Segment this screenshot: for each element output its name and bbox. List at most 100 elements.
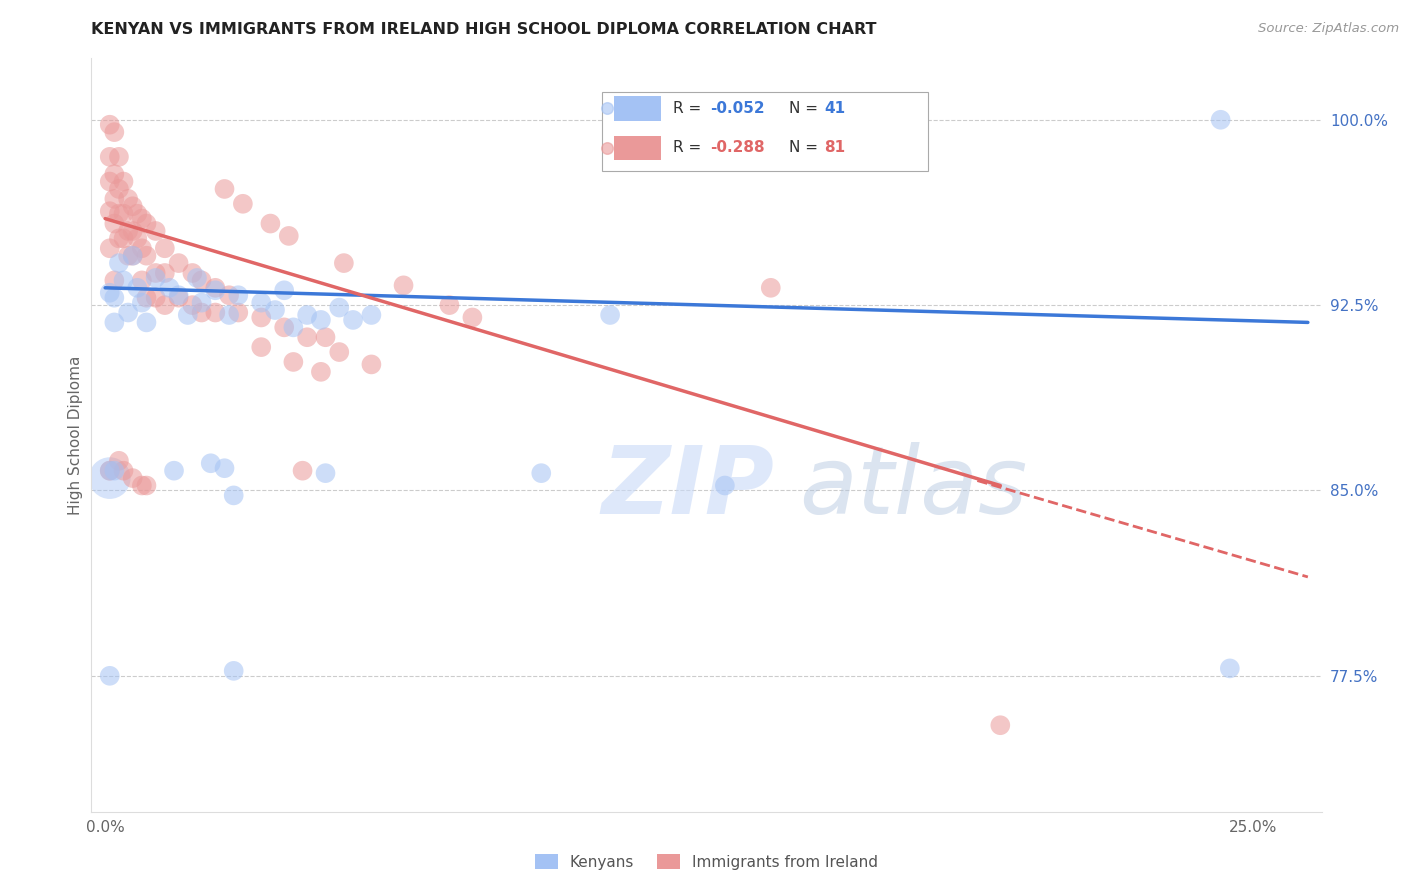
Point xyxy=(328,301,350,315)
FancyBboxPatch shape xyxy=(614,136,661,160)
Point xyxy=(131,295,153,310)
Point xyxy=(1219,661,1241,675)
Point xyxy=(360,308,382,322)
Point xyxy=(599,308,621,322)
Point xyxy=(127,207,149,221)
Point xyxy=(131,273,153,287)
Point xyxy=(530,466,553,480)
Point xyxy=(108,207,131,221)
Point xyxy=(108,182,131,196)
Point xyxy=(108,150,131,164)
Point xyxy=(392,278,415,293)
Point xyxy=(204,281,226,295)
Legend: Kenyans, Immigrants from Ireland: Kenyans, Immigrants from Ireland xyxy=(529,847,884,876)
Point xyxy=(214,182,236,196)
Point xyxy=(121,471,143,485)
Point xyxy=(232,196,254,211)
Y-axis label: High School Diploma: High School Diploma xyxy=(67,355,83,515)
Point xyxy=(98,471,121,485)
Point xyxy=(177,308,200,322)
Point xyxy=(218,288,240,302)
Point xyxy=(98,669,121,683)
Point xyxy=(135,315,157,329)
Point xyxy=(98,241,121,255)
Text: KENYAN VS IMMIGRANTS FROM IRELAND HIGH SCHOOL DIPLOMA CORRELATION CHART: KENYAN VS IMMIGRANTS FROM IRELAND HIGH S… xyxy=(91,22,877,37)
Point xyxy=(103,315,125,329)
Point xyxy=(103,291,125,305)
Point xyxy=(98,464,121,478)
Point xyxy=(163,464,186,478)
Point xyxy=(121,224,143,238)
Point xyxy=(112,464,135,478)
Point xyxy=(250,295,273,310)
Point xyxy=(98,464,121,478)
Point xyxy=(117,192,139,206)
Text: atlas: atlas xyxy=(799,442,1026,533)
Point xyxy=(190,273,212,287)
Point xyxy=(98,204,121,219)
Point xyxy=(222,488,245,502)
Point xyxy=(145,271,167,285)
Point xyxy=(167,288,190,302)
Point xyxy=(714,478,737,492)
Point xyxy=(1209,112,1232,127)
Point xyxy=(273,320,295,334)
Point xyxy=(103,217,125,231)
Point xyxy=(131,211,153,226)
Point xyxy=(98,175,121,189)
Point xyxy=(153,298,176,312)
Point xyxy=(108,454,131,468)
Point xyxy=(218,308,240,322)
Point xyxy=(360,358,382,372)
Point xyxy=(181,266,204,280)
Point xyxy=(309,313,332,327)
Point xyxy=(186,271,208,285)
Point xyxy=(315,330,337,344)
Point xyxy=(461,310,484,325)
Point xyxy=(222,664,245,678)
Point xyxy=(204,305,226,319)
Point xyxy=(181,298,204,312)
Point xyxy=(277,228,299,243)
Point xyxy=(112,273,135,287)
Point xyxy=(214,461,236,475)
Point xyxy=(131,241,153,255)
Point xyxy=(328,345,350,359)
Point xyxy=(135,217,157,231)
Text: N =: N = xyxy=(789,101,823,116)
Point xyxy=(190,305,212,319)
Point xyxy=(103,464,125,478)
Point xyxy=(112,207,135,221)
Point xyxy=(273,283,295,297)
Point xyxy=(159,281,181,295)
Point xyxy=(135,249,157,263)
Point xyxy=(439,298,461,312)
Point xyxy=(315,466,337,480)
Text: R =: R = xyxy=(673,140,706,155)
Point xyxy=(167,291,190,305)
Point xyxy=(145,266,167,280)
Point xyxy=(291,464,314,478)
Text: N =: N = xyxy=(789,140,823,155)
Point xyxy=(127,231,149,245)
Text: -0.052: -0.052 xyxy=(710,101,765,116)
Text: 81: 81 xyxy=(824,140,846,155)
Point xyxy=(250,340,273,354)
Point xyxy=(153,266,176,280)
Point xyxy=(98,118,121,132)
Point xyxy=(135,478,157,492)
Point xyxy=(145,291,167,305)
Point xyxy=(295,330,318,344)
Point xyxy=(283,355,305,369)
Point xyxy=(250,310,273,325)
Text: ZIP: ZIP xyxy=(602,442,775,533)
Point xyxy=(145,224,167,238)
Point xyxy=(103,167,125,181)
Point xyxy=(988,718,1011,732)
Text: R =: R = xyxy=(673,101,706,116)
FancyBboxPatch shape xyxy=(602,92,928,171)
Point xyxy=(226,305,249,319)
Point xyxy=(127,281,149,295)
Point xyxy=(117,249,139,263)
Point xyxy=(200,456,222,470)
